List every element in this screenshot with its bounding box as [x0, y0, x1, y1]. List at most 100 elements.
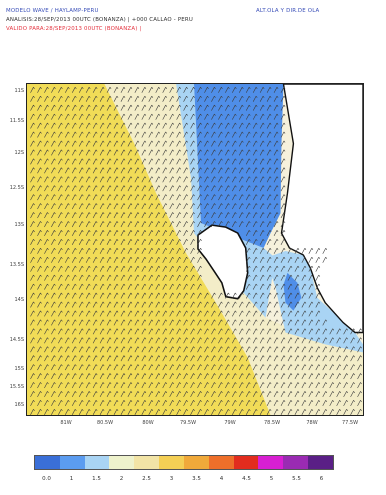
wave-arrow-head — [74, 346, 77, 349]
wave-arrow — [350, 391, 354, 398]
wave-arrow-head — [200, 301, 202, 304]
wave-arrow — [259, 310, 264, 317]
wave-arrow-head — [193, 256, 195, 259]
wave-arrow — [245, 257, 250, 263]
wave-arrow — [218, 131, 222, 138]
wave-arrow — [127, 176, 132, 183]
wave-arrow-head — [304, 319, 307, 322]
wave-arrow — [120, 283, 125, 290]
wave-arrow-head — [360, 328, 362, 331]
wave-arrow-head — [186, 283, 188, 286]
wave-arrow — [287, 409, 292, 415]
wave-arrow — [273, 230, 278, 237]
wave-arrow-head — [109, 104, 112, 107]
wave-arrow-head — [172, 256, 174, 259]
wave-arrow — [141, 239, 146, 245]
wave-arrow-head — [109, 292, 112, 295]
wave-arrow — [106, 122, 111, 129]
lat-label: 11S — [14, 88, 24, 94]
wave-arrow-head — [255, 104, 258, 107]
wave-arrow-head — [68, 400, 70, 403]
wave-arrow-head — [137, 355, 140, 358]
wave-arrow-head — [241, 310, 244, 313]
wave-arrow — [134, 113, 139, 120]
wave-arrow-head — [81, 337, 84, 340]
wave-arrow — [266, 140, 271, 147]
wave-arrow-head — [95, 95, 98, 98]
wave-arrow — [44, 140, 48, 147]
wave-arrow-head — [283, 176, 286, 179]
wave-arrow — [134, 373, 139, 380]
wave-arrow-head — [311, 382, 314, 385]
wave-arrow-head — [276, 256, 279, 259]
wave-arrow-head — [248, 167, 251, 170]
wave-arrow — [176, 274, 180, 281]
wave-arrow-head — [130, 391, 133, 394]
wave-arrow-head — [158, 185, 161, 188]
wave-arrow-head — [116, 265, 119, 268]
wave-arrow-head — [144, 221, 147, 224]
wave-arrow — [71, 185, 76, 192]
wave-arrow — [245, 149, 250, 156]
wave-arrow — [85, 265, 90, 272]
wave-arrow-head — [353, 391, 355, 394]
wave-arrow — [99, 248, 104, 254]
wave-arrow-head — [311, 274, 314, 277]
wave-arrow-head — [221, 319, 223, 322]
wave-arrow-head — [276, 283, 279, 286]
wave-arrow — [85, 185, 90, 192]
wave-arrow-head — [109, 301, 112, 304]
wave-arrow — [44, 328, 48, 335]
wave-arrow — [120, 239, 125, 245]
wave-arrow-head — [283, 355, 286, 358]
wave-arrow-head — [262, 328, 265, 331]
wave-arrow-head — [47, 203, 49, 206]
wave-arrow — [266, 346, 271, 353]
wave-arrow — [350, 364, 354, 371]
wave-arrow-head — [95, 355, 98, 358]
wave-arrow — [218, 337, 222, 344]
wave-arrow-head — [54, 328, 56, 331]
wave-arrow-head — [144, 239, 147, 242]
wave-arrow-head — [276, 104, 279, 107]
wave-arrow — [252, 373, 257, 380]
wave-arrow-head — [102, 113, 105, 116]
wave-arrow-head — [102, 310, 105, 313]
wave-arrow-head — [130, 239, 133, 242]
wave-arrow — [280, 301, 285, 308]
wave-arrow — [44, 212, 48, 219]
wave-arrow — [280, 221, 285, 228]
wave-arrow-head — [158, 301, 161, 304]
wave-arrow-head — [269, 301, 272, 304]
wave-arrow-head — [276, 382, 279, 385]
wave-arrow — [238, 373, 243, 380]
wave-arrow-head — [186, 230, 188, 233]
wave-arrow — [238, 203, 243, 210]
wave-arrow-head — [109, 158, 112, 161]
wave-arrow-head — [276, 230, 279, 233]
wave-arrow-head — [95, 373, 98, 376]
wave-arrow — [273, 158, 278, 165]
wave-arrow-head — [283, 239, 286, 242]
wave-arrow-head — [40, 256, 42, 259]
wave-arrow — [30, 409, 34, 415]
wave-arrow — [162, 167, 166, 174]
wave-arrow — [259, 167, 264, 174]
wave-arrow-head — [54, 131, 56, 134]
wave-arrow — [259, 355, 264, 362]
wave-arrow-head — [123, 337, 126, 340]
wave-arrow — [232, 400, 236, 406]
wave-arrow — [99, 283, 104, 290]
wave-arrow — [350, 346, 354, 353]
wave-arrow — [51, 176, 55, 183]
wave-arrow — [280, 355, 285, 362]
colorbar-label: 3 — [169, 476, 174, 482]
wave-arrow — [280, 328, 285, 335]
wave-arrow-head — [165, 149, 168, 152]
wave-arrow-head — [88, 292, 91, 295]
wave-arrow-head — [33, 337, 35, 340]
wave-arrow-head — [81, 373, 84, 376]
wave-arrow — [51, 122, 55, 129]
wave-arrow-head — [109, 131, 112, 134]
wave-arrow-head — [165, 364, 168, 367]
